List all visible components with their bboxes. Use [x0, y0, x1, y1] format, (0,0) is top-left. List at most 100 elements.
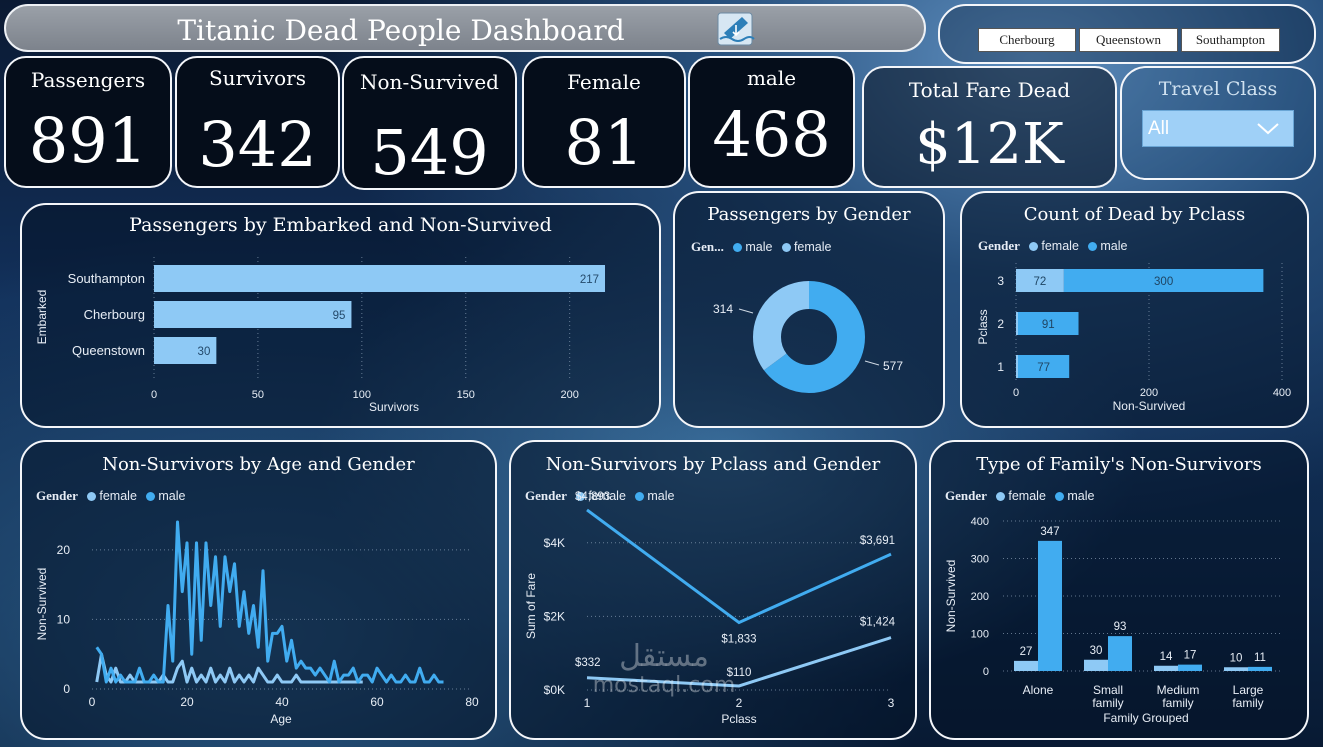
x-axis-label: Family Grouped — [1103, 711, 1188, 725]
category-label: Queenstown — [72, 343, 145, 358]
chart-title: Non-Survivors by Age and Gender — [102, 454, 415, 475]
kpi-value: 891 — [28, 104, 148, 177]
y-axis-label: Non-Survived — [35, 568, 49, 641]
legend-title: Gen... — [691, 239, 724, 254]
data-label: 314 — [713, 302, 733, 316]
chart-gender-panel: Passengers by Gender Gen... male female … — [673, 191, 945, 428]
y-tick-label: 400 — [971, 516, 989, 528]
x-tick-label: 40 — [275, 695, 289, 709]
kpi-label: Total Fare Dead — [908, 78, 1071, 102]
watermark: مستقل mostaql.com — [574, 640, 754, 698]
kpi-male: male 468 — [688, 56, 855, 188]
bar-female — [1016, 355, 1018, 378]
chart-age-panel: Non-Survivors by Age and Gender Gender f… — [20, 440, 497, 740]
title-bar: Titanic Dead People Dashboard — [4, 4, 926, 52]
data-label: 300 — [1154, 276, 1173, 288]
chart-fare: $0K $2K $4K 1 2 3 $332 $110 $1,424 $4,893 $1,833 $3… — [524, 491, 896, 726]
legend-female: female — [99, 489, 137, 503]
kpi-label: Survivors — [208, 66, 306, 90]
slicer-queenstown[interactable]: Queenstown — [1079, 28, 1178, 52]
y-tick-label: 200 — [971, 591, 989, 603]
bar-female — [1016, 269, 1064, 292]
category-label: family — [1162, 696, 1193, 710]
data-label: 77 — [1037, 362, 1050, 374]
chart-embarked-panel: Passengers by Embarked and Non-Survived … — [20, 203, 661, 428]
data-label: $1,424 — [860, 617, 896, 629]
y-axis-label: Embarked — [35, 290, 49, 345]
y-tick-label: $4K — [544, 536, 565, 550]
data-label: 91 — [1042, 319, 1055, 331]
chart-gender: 577 314 — [713, 281, 903, 393]
data-label: 93 — [1114, 621, 1127, 633]
series-line-male — [586, 508, 892, 625]
x-tick-label: 200 — [560, 389, 578, 401]
data-label: $110 — [727, 667, 752, 679]
x-tick-label: 200 — [1140, 387, 1158, 399]
bar — [154, 265, 605, 292]
category-label: 1 — [997, 360, 1004, 374]
bar-male — [1108, 636, 1132, 671]
kpi-female: Female 81 — [522, 56, 686, 188]
series-line-female — [586, 636, 892, 688]
chart-title: Non-Survivors by Pclass and Gender — [545, 454, 881, 475]
x-axis-label: Non-Survived — [1113, 399, 1186, 413]
chart-title: Type of Family's Non-Survivors — [976, 454, 1262, 475]
slicer-cherbourg[interactable]: Cherbourg — [978, 28, 1076, 52]
bar-female — [1154, 665, 1178, 671]
legend-male: male — [1100, 239, 1128, 253]
bar-female — [1084, 659, 1108, 671]
series-line-male — [95, 520, 444, 684]
data-label: 30 — [198, 346, 211, 358]
x-tick-label: 60 — [370, 695, 384, 709]
x-tick-label: 150 — [457, 389, 475, 401]
kpi-passengers: Passengers 891 — [4, 56, 172, 188]
slicer-southampton[interactable]: Southampton — [1181, 28, 1280, 52]
data-label: 27 — [1020, 646, 1033, 658]
legend: Gender female male — [36, 488, 185, 504]
leader-line — [738, 308, 754, 314]
chart-title: Passengers by Embarked and Non-Survived — [129, 214, 552, 236]
data-label: 217 — [580, 274, 599, 286]
data-label: $4,893 — [575, 491, 610, 503]
y-tick-label: 0 — [63, 682, 70, 696]
category-label: Southampton — [68, 271, 145, 286]
x-axis-label: Survivors — [369, 400, 419, 414]
bar — [154, 301, 352, 328]
legend-male: male — [158, 489, 186, 503]
bar-female — [1014, 660, 1038, 671]
data-label: 72 — [1034, 276, 1047, 288]
category-label: Large — [1233, 683, 1264, 697]
x-tick-label: 0 — [151, 389, 157, 401]
sinking-ship-icon — [717, 12, 755, 46]
legend: Gen... male female — [691, 239, 831, 255]
legend-female: female — [1008, 489, 1046, 503]
travel-class-dropdown[interactable]: All — [1142, 110, 1294, 147]
legend-title: Gender — [525, 488, 567, 503]
bar-male — [1178, 664, 1202, 671]
legend-female: female — [1041, 239, 1079, 253]
chart-embarked: 0 50 100 150 200 Southampton 217 Cherbourg 95 Que… — [35, 257, 605, 414]
data-label: 11 — [1254, 652, 1266, 664]
chart-title: Count of Dead by Pclass — [1023, 204, 1246, 225]
chart-age: 0 10 20 0 20 40 60 80 Age Non-Survived — [35, 520, 479, 726]
kpi-value: 468 — [712, 98, 831, 171]
category-label: Medium — [1157, 683, 1200, 697]
kpi-non-survived: Non-Survived 549 — [342, 56, 517, 190]
x-tick-label: 2 — [736, 696, 743, 710]
embarked-slicer: Cherbourg Queenstown Southampton — [938, 4, 1316, 64]
chevron-down-icon — [1257, 123, 1279, 135]
x-tick-label: 0 — [89, 695, 96, 709]
legend-male: male — [1067, 489, 1095, 503]
y-tick-label: 100 — [971, 629, 989, 641]
kpi-total-fare-dead: Total Fare Dead $12K — [862, 66, 1117, 188]
kpi-value: 342 — [198, 108, 317, 181]
data-label: $3,691 — [860, 535, 895, 547]
x-tick-label: 100 — [353, 389, 371, 401]
x-axis-label: Pclass — [721, 712, 756, 726]
watermark-arabic: مستقل — [619, 639, 709, 674]
chart-family: 010020030040027347Alone3093Smallfamily14… — [944, 516, 1283, 725]
bar-male — [1018, 355, 1070, 378]
bar-male — [1248, 666, 1272, 671]
kpi-label: Passengers — [30, 68, 146, 92]
legend-male: male — [745, 240, 773, 254]
